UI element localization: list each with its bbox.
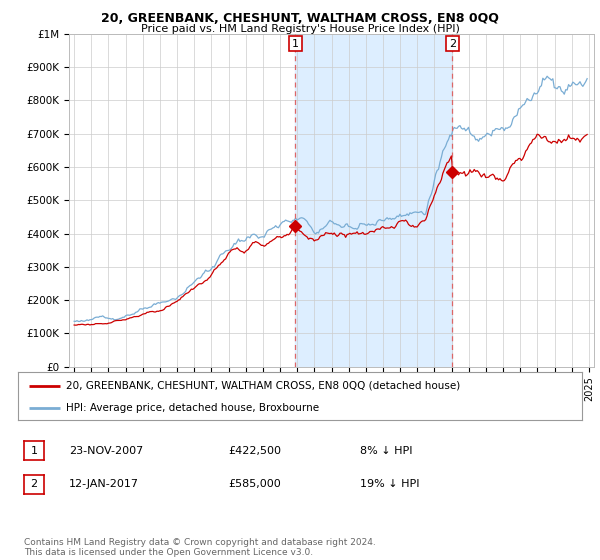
Text: 8% ↓ HPI: 8% ↓ HPI <box>360 446 413 456</box>
Text: 1: 1 <box>292 39 299 49</box>
Text: 2: 2 <box>31 479 37 489</box>
Text: 20, GREENBANK, CHESHUNT, WALTHAM CROSS, EN8 0QQ (detached house): 20, GREENBANK, CHESHUNT, WALTHAM CROSS, … <box>66 381 460 391</box>
Text: £585,000: £585,000 <box>228 479 281 489</box>
Text: Contains HM Land Registry data © Crown copyright and database right 2024.
This d: Contains HM Land Registry data © Crown c… <box>24 538 376 557</box>
Text: 12-JAN-2017: 12-JAN-2017 <box>69 479 139 489</box>
Text: 19% ↓ HPI: 19% ↓ HPI <box>360 479 419 489</box>
Text: 1: 1 <box>31 446 37 456</box>
Text: 2: 2 <box>449 39 456 49</box>
Text: £422,500: £422,500 <box>228 446 281 456</box>
Text: HPI: Average price, detached house, Broxbourne: HPI: Average price, detached house, Brox… <box>66 403 319 413</box>
Text: 20, GREENBANK, CHESHUNT, WALTHAM CROSS, EN8 0QQ: 20, GREENBANK, CHESHUNT, WALTHAM CROSS, … <box>101 12 499 25</box>
Bar <box>295 34 452 367</box>
Text: Price paid vs. HM Land Registry's House Price Index (HPI): Price paid vs. HM Land Registry's House … <box>140 24 460 34</box>
Text: 23-NOV-2007: 23-NOV-2007 <box>69 446 143 456</box>
